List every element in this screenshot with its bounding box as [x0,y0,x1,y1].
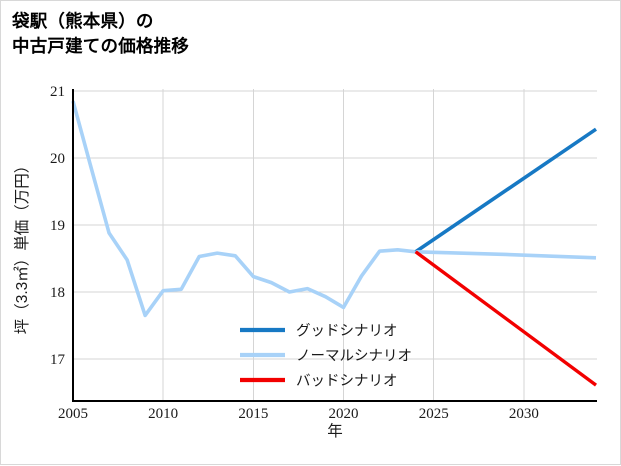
axis-spines [71,89,597,403]
x-tick-label: 2015 [238,406,268,422]
series-line-2 [415,250,597,260]
legend-label-1: ノーマルシナリオ [296,349,412,365]
legend-label-2: バッドシナリオ [296,374,398,390]
series-group [71,100,598,387]
x-axis-title: 年 [327,422,343,440]
x-tick-label: 2005 [58,406,88,422]
y-tick-label: 17 [50,352,66,368]
series-line-0 [71,100,416,318]
legend-label-0: グッドシナリオ [296,323,398,340]
x-tick-labels: 2005 2010 2015 2020 2025 2030 [58,406,539,422]
y-tick-label: 19 [50,218,65,234]
series-line-1 [414,127,598,254]
x-tick-label: 2020 [329,406,359,422]
y-axis-title: 坪（3.3㎡）単価（万円） [13,158,31,335]
y-tick-labels: 17 18 19 20 21 [50,84,66,368]
series-line-3 [414,250,598,387]
y-tick-label: 18 [50,285,65,301]
x-tick-label: 2010 [148,406,178,422]
y-tick-label: 20 [50,151,65,167]
x-tick-label: 2030 [509,406,539,422]
page-title: 袋駅（熊本県）の 中古戸建ての価格推移 [12,11,189,56]
x-tick-label: 2025 [419,406,449,422]
y-tick-label: 21 [50,84,65,100]
